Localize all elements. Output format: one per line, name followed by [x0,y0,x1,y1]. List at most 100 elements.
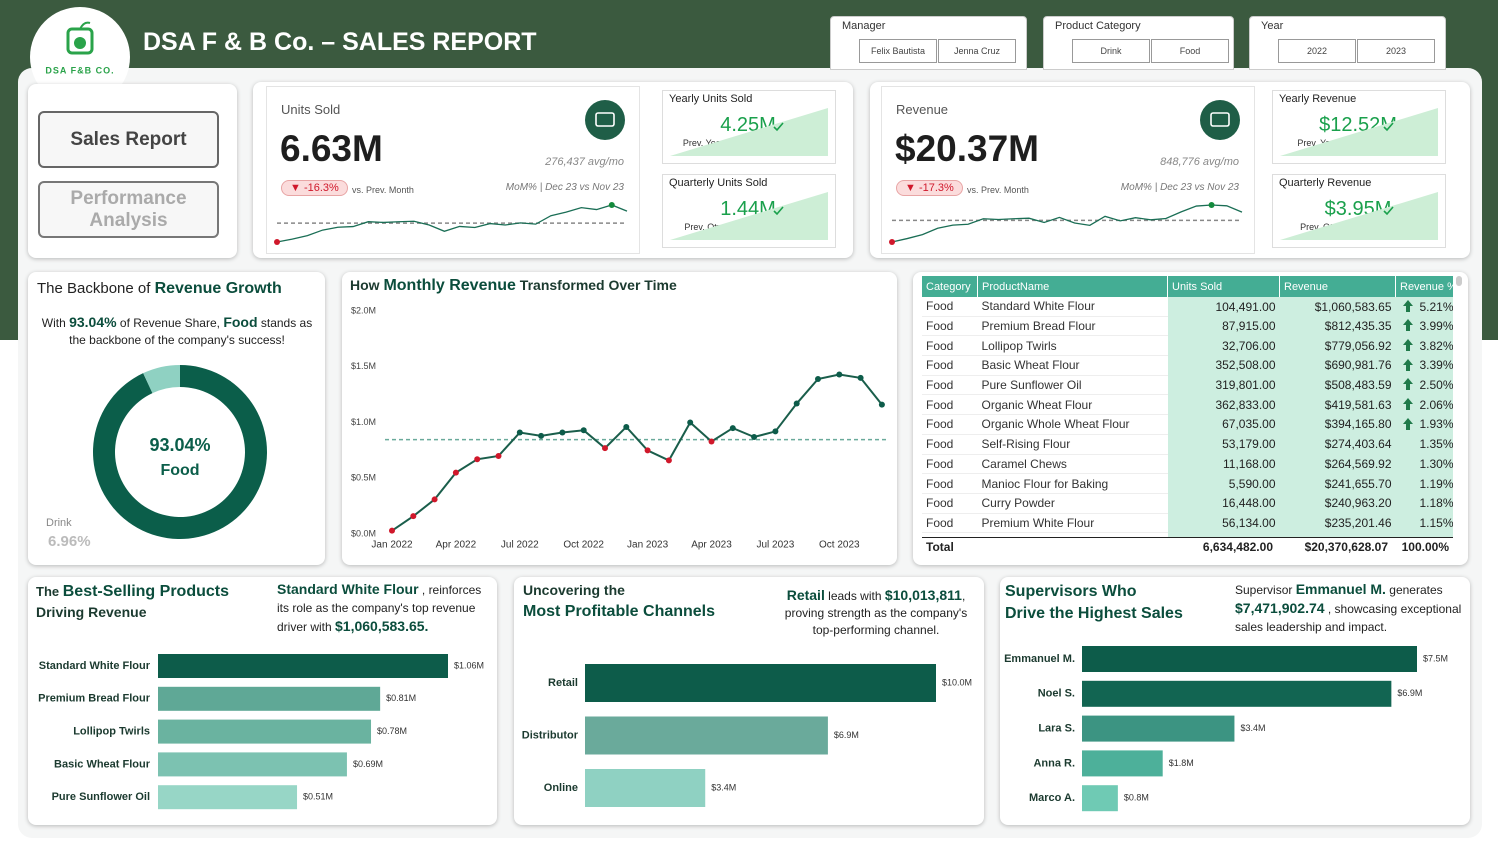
column-header[interactable]: Revenue % [1395,276,1453,297]
kpi-period: MoM% | Dec 23 vs Nov 23 [505,182,624,193]
cell-text: Basic Wheat Flour [981,358,1080,373]
filter-option[interactable]: 2022 [1278,39,1356,63]
table-cell: $241,655.70 [1279,473,1396,494]
sub-kpi-note: Prev. Year: ₱7.85M (+59.55%) [1297,138,1419,148]
table-cell: Caramel Chews [977,454,1168,475]
cell-text: 1.35% [1419,437,1453,452]
filter-option[interactable]: Food [1151,39,1229,63]
table-cell: 1.35% [1395,434,1453,454]
table-cell: $690,981.76 [1279,355,1396,376]
nav-button[interactable]: Performance Analysis [38,181,219,238]
table-cell: Standard White Flour [977,297,1168,317]
kpi-change-note: vs. Prev. Month [352,185,414,195]
cell-text: 56,134.00 [1222,515,1276,530]
table-cell: 3.39% [1395,355,1453,376]
table-cell: Organic Wheat Flour [977,394,1168,416]
sub-kpi-note: Prev. Year: 2,381,593 (+78.57%) [682,138,814,148]
annotation-part: Emmanuel M. [1295,581,1386,597]
cell-text: $779,056.92 [1324,338,1392,353]
chart-annotation: Standard White Flour , reinforces its ro… [277,580,491,636]
cell-text: Food [926,378,954,393]
up-arrow [1402,378,1413,391]
filter-option[interactable]: Drink [1072,39,1150,63]
table-cell: $264,569.92 [1279,454,1396,474]
table-cell: 5.21% [1395,297,1453,317]
cell-text: 32,706.00 [1222,338,1276,353]
cell-text: 67,035.00 [1222,417,1276,432]
column-header[interactable]: Units Sold [1167,276,1280,297]
table-cell: Organic Whole Wheat Flour [977,414,1168,435]
title-part: How [350,277,384,293]
nav-button[interactable]: Sales Report [38,111,219,168]
cell-text: Food [926,358,954,373]
sub-kpi-value: 4.25M [720,114,776,136]
table-cell: $508,483.59 [1279,375,1396,395]
column-header[interactable]: Revenue [1279,276,1396,297]
kpi-period: MoM% | Dec 23 vs Nov 23 [1120,182,1239,193]
table-cell: Food [922,335,978,357]
table-cell: $812,435.35 [1279,316,1396,336]
kpi-average: 848,776 avg/mo [1160,156,1239,168]
table-header-row: Category ProductName Units Sold Revenue Reve… [922,276,1453,297]
column-header[interactable]: Category [922,276,978,297]
filter-label: Manager [842,20,886,32]
sub-kpi-label: Yearly Units Sold [669,93,753,105]
cell-text: Premium Bread Flour [981,319,1096,334]
table-row: Food Quick Yeast 305,171.00 $234,981.67 1.15… [922,532,1453,537]
column-header[interactable]: ProductName [977,276,1168,297]
cell-text: 2.06% [1419,397,1453,412]
table-cell: 67,035.00 [1167,414,1295,435]
total-cell: $20,370,628.07 [1304,540,1388,554]
cell-text: $508,483.59 [1324,378,1392,393]
table-cell: Quick Yeast [977,532,1168,537]
up-arrow-shape [1402,397,1413,410]
logo-icon-dot [74,37,86,49]
cell-text: 1.30% [1419,456,1453,471]
title-part: Drive the Highest Sales [1005,605,1183,622]
cell-text: Food [926,476,954,491]
cell-text: Food [926,496,954,511]
up-arrow-shape [1402,319,1413,332]
chart-title: How Monthly Revenue Transformed Over Tim… [350,277,677,295]
table-cell: 11,168.00 [1167,454,1280,474]
cell-text: Manioc Flour for Baking [981,476,1109,491]
cell-text: 352,508.00 [1215,358,1276,373]
cell-text: Food [926,536,953,537]
cell-text: Food [926,299,954,314]
cell-text: $419,581.63 [1324,397,1392,412]
title-part: Monthly Revenue [383,277,516,294]
cell-text: Lollipop Twirls [981,338,1057,353]
kpi-value: 6.63M [280,128,383,169]
filter-option[interactable]: Jenna Cruz [938,39,1016,63]
table-cell: 32,706.00 [1167,335,1295,356]
cell-text: 1.15% [1419,536,1453,537]
kpi-average: 276,437 avg/mo [545,156,624,168]
table-cell: 1.93% [1395,414,1453,435]
table-row: Food Manioc Flour for Baking 5,590.00 $241,… [922,473,1453,494]
cell-text: 104,491.00 [1215,299,1276,314]
table-cell: Food [922,454,978,475]
table-cell: Premium White Flour [977,513,1168,534]
subtitle-part: stands as the backbone of the company's … [69,316,313,347]
kpi-change: ▼ -16.3% [281,180,348,196]
kpi-change-note: vs. Prev. Month [967,185,1029,195]
table-cell: Food [922,394,978,416]
table-cell: 104,491.00 [1167,297,1295,317]
scrollbar[interactable] [1456,276,1462,286]
table-cell: Food [922,316,978,337]
cell-text: $1,060,583.65 [1314,299,1392,314]
cell-text: 319,801.00 [1215,378,1276,393]
cell-text: 16,448.00 [1222,496,1276,511]
filter-option[interactable]: Felix Bautista [859,39,937,63]
filter-option[interactable]: 2023 [1357,39,1435,63]
table-row: Food Pure Sunflower Oil 319,801.00 $508,483… [922,375,1453,396]
title-part: Supervisors Who [1005,583,1137,600]
cell-text: $264,569.92 [1324,456,1392,471]
up-arrow [1402,300,1413,312]
annotation-part: $7,471,902.74 [1235,600,1325,616]
cell-text: Food [926,319,954,334]
cell-text: 305,171.00 [1215,536,1275,537]
cell-text: 1.19% [1419,476,1453,491]
cell-text: Food [926,397,954,412]
table-cell: Premium Bread Flour [977,316,1168,337]
